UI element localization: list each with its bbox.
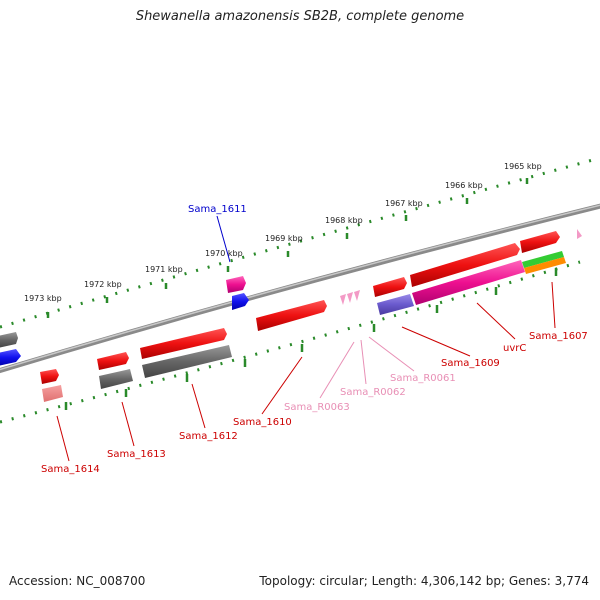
genes-lower: [42, 251, 566, 402]
genes-upper: [0, 231, 560, 384]
tick-label-1967: 1967 kbp: [385, 199, 423, 208]
major-ticks-lower: [64, 268, 558, 410]
tick-label-1969: 1969 kbp: [265, 234, 303, 243]
gene-label-sama-1609[interactable]: Sama_1609: [441, 358, 500, 369]
tick-label-1971: 1971 kbp: [145, 265, 183, 274]
gene-label-uvrc[interactable]: uvrC: [503, 343, 526, 354]
gene-sama-1607-lower-green-feature[interactable]: [522, 251, 564, 268]
leader-sama-r0063: [319, 341, 355, 399]
gene-label-sama-1612[interactable]: Sama_1612: [179, 431, 238, 442]
genome-summary-text: Topology: circular; Length: 4,306,142 bp…: [259, 574, 589, 588]
tick-label-1968: 1968 kbp: [325, 216, 363, 225]
leader-sama-r0061: [368, 336, 415, 372]
rna-marker-r0061-icon[interactable]: [354, 290, 360, 301]
scale-track-upper: [0, 156, 600, 329]
gene-sama-1612-upper-feature[interactable]: [140, 328, 227, 359]
major-ticks-upper: [46, 178, 529, 318]
gene-label-sama-1611[interactable]: Sama_1611: [188, 204, 247, 215]
genome-backbone-highlight: [0, 204, 600, 371]
tick-label-1972: 1972 kbp: [84, 280, 122, 289]
gene-sama-1609-lower-feature[interactable]: [377, 294, 414, 315]
gene-label-sama-r0062[interactable]: Sama_R0062: [340, 387, 406, 398]
leader-sama-1607: [551, 281, 556, 329]
gene-label-sama-1607[interactable]: Sama_1607: [529, 331, 588, 342]
tick-label-1973: 1973 kbp: [24, 294, 62, 303]
gene-sama-1611-blue-feature[interactable]: [232, 293, 249, 310]
gene-sama-1613-lower-feature[interactable]: [99, 369, 133, 389]
gene-label-sama-1614[interactable]: Sama_1614: [41, 464, 100, 475]
gene-uvrc-lower-feature[interactable]: [412, 260, 525, 305]
gene-label-sama-1610[interactable]: Sama_1610: [233, 417, 292, 428]
gene-sama-1611-feature[interactable]: [226, 276, 246, 293]
gene-label-sama-1613[interactable]: Sama_1613: [107, 449, 166, 460]
gene-sama-1607-feature[interactable]: [520, 231, 560, 253]
rna-marker-1607-icon[interactable]: [577, 229, 582, 239]
accession-text: Accession: NC_008700: [9, 574, 146, 588]
leader-sama-1610: [261, 356, 303, 415]
gene-label-sama-r0061[interactable]: Sama_R0061: [390, 373, 456, 384]
gene-sama-1610-feature[interactable]: [256, 300, 327, 331]
gene-sama-1614-lower-feature[interactable]: [42, 385, 63, 402]
leader-sama-1613: [121, 401, 135, 447]
gene-sama-1612-lower-feature[interactable]: [142, 345, 232, 378]
gene-label-sama-r0063[interactable]: Sama_R0063: [284, 402, 350, 413]
tick-label-1970: 1970 kbp: [205, 249, 243, 258]
rna-marker-r0062-icon[interactable]: [347, 292, 353, 303]
leader-sama-1612: [191, 383, 206, 429]
gene-sama-1613-upper-feature[interactable]: [97, 352, 129, 370]
gene-left-blue-feature[interactable]: [0, 349, 21, 366]
genome-backbone: [0, 203, 600, 374]
leader-sama-1614: [56, 415, 70, 462]
scale-labels: 1965 kbp 1966 kbp 1967 kbp 1968 kbp 1969…: [24, 162, 542, 303]
rna-marker-r0063-icon[interactable]: [340, 294, 346, 305]
gene-left-gray-feature[interactable]: [0, 332, 18, 348]
leader-sama-1611: [216, 215, 231, 263]
leader-uvrc: [476, 302, 516, 340]
gene-labels: Sama_1611 Sama_1607 uvrC Sama_1609 Sama_…: [41, 204, 588, 475]
leader-lines: [56, 215, 556, 462]
map-title: Shewanella amazonensis SB2B, complete ge…: [135, 9, 465, 24]
leader-sama-r0062: [360, 339, 367, 385]
gene-uvrc-feature[interactable]: [410, 243, 520, 287]
leader-sama-1609: [401, 326, 471, 357]
rna-markers: [340, 229, 582, 305]
tick-label-1966: 1966 kbp: [445, 181, 483, 190]
gene-sama-1607-lower-orange-feature[interactable]: [524, 257, 566, 274]
gene-sama-1609-left-feature[interactable]: [373, 277, 407, 297]
gene-sama-1614-upper-feature[interactable]: [40, 369, 59, 384]
tick-label-1965: 1965 kbp: [504, 162, 542, 171]
